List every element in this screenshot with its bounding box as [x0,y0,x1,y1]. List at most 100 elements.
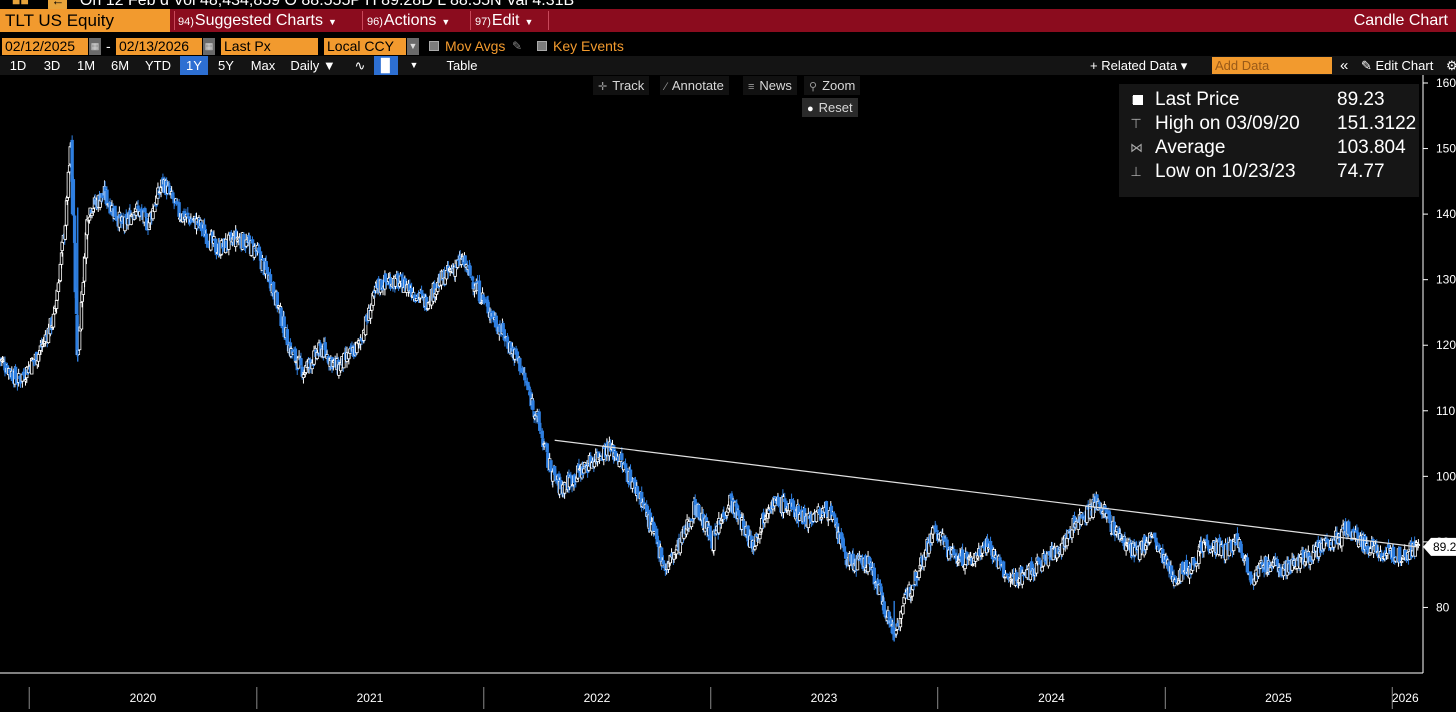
last-price-label: 89.23 [1433,540,1456,554]
candle-body [758,533,762,540]
candle-body [470,276,475,281]
x-tick-label: 2020 [130,691,157,705]
high-marker-icon: ⊤ [1130,116,1142,131]
candle-body [51,313,56,328]
security-field[interactable]: TLT US Equity [0,9,170,32]
currency-select[interactable]: Local CCY [324,38,406,55]
price-chart[interactable]: 8090100110120130140150160 20202021202220… [0,75,1456,712]
candle-body [540,430,544,439]
range-6m-button[interactable]: 6M [110,58,130,73]
suggested-charts-menu[interactable]: 94)Suggested Charts ▼ [178,9,337,32]
status-text: On 12 Feb d Vol 48,434,859 O 88.555P H 8… [79,0,575,9]
related-data-menu[interactable]: + Related Data ▾ [1090,58,1188,73]
candle-body [56,282,61,293]
candle-body [275,292,280,309]
range-1d-button[interactable]: 1D [9,58,27,73]
candle-body [136,205,140,210]
legend-label: High on 03/09/20 [1155,113,1300,134]
mov-avgs-checkbox[interactable] [429,41,439,51]
range-1y-button[interactable]: 1Y [180,56,208,75]
candle-body [753,546,757,550]
range-max-button[interactable]: Max [250,58,276,73]
candle-body [79,302,84,330]
menu-label: Edit [491,12,520,29]
key-events-checkbox[interactable] [537,41,547,51]
candle-body [1368,552,1372,556]
range-ytd-button[interactable]: YTD [145,58,171,73]
news-icon: ≡ [748,81,755,93]
chart-style-dropdown-icon[interactable]: ▼ [409,60,419,70]
candle-body [285,329,289,346]
calendar-icon[interactable]: ▦ [89,38,101,55]
start-date-field[interactable]: 02/12/2025 [2,38,88,55]
y-axis: 8090100110120130140150160 [1422,75,1456,673]
range-3d-button[interactable]: 3D [43,58,61,73]
candle-body [1108,514,1112,524]
candle-body [1399,561,1404,563]
end-date-field[interactable]: 02/13/2026 [116,38,202,55]
candle-body [776,496,781,507]
candle-body [746,525,750,542]
menu-number: 94) [178,16,194,28]
candle-body [63,225,67,240]
status-tag: ← [48,0,68,9]
annotate-button[interactable]: ∕ Annotate [660,76,729,95]
candle-body [81,282,86,295]
candle-body [64,200,69,226]
candle-body [651,521,656,532]
actions-menu[interactable]: 96)Actions ▼ [367,9,450,32]
candle-body [819,516,824,520]
candle-body [1040,566,1044,572]
chart-area[interactable]: 8090100110120130140150160 20202021202220… [0,75,1456,712]
pencil-icon[interactable]: ✎ [512,39,523,53]
collapse-icon[interactable]: « [1340,57,1349,74]
candle-body [134,211,138,216]
candle-body [413,294,417,299]
candle-body [724,516,728,519]
candle-body [82,256,87,282]
candle-body [481,294,485,300]
candle-body [935,530,939,532]
candle-body [1005,573,1010,576]
x-tick-label: 2021 [357,691,384,705]
candle-body [1184,559,1189,575]
candle-body [228,232,233,235]
chart-type-label: Candle Chart [1353,12,1448,29]
candle-body [945,539,949,548]
candle-body [1245,557,1250,573]
edit-chart-button[interactable]: ✎ Edit Chart [1361,58,1434,73]
gear-icon[interactable]: ⚙ [1446,58,1456,73]
legend-value: 103.804 [1337,137,1406,158]
trendline[interactable] [554,439,1420,548]
zoom-label: Zoom [822,78,856,93]
candle-chart-icon[interactable]: ▉ [374,56,398,75]
line-chart-icon[interactable]: ∿ [354,58,366,73]
candle-body [901,605,905,615]
frequency-select[interactable]: Daily ▼ [290,58,336,73]
legend-label: Low on 10/23/23 [1155,161,1296,182]
x-tick-label: 2026 [1392,691,1419,705]
price-field-select[interactable]: Last Px [221,38,318,55]
dropdown-icon[interactable]: ▼ [407,38,419,55]
candle-body [167,185,171,188]
range-5y-button[interactable]: 5Y [218,58,234,73]
track-button[interactable]: ✛ Track [593,76,650,95]
reset-icon: ● [807,103,814,115]
candle-body [87,216,92,221]
table-button[interactable]: Table [446,58,478,73]
add-data-input[interactable] [1212,57,1332,74]
legend-label: Average [1155,137,1226,158]
news-label: News [759,78,792,93]
candle-body [1153,532,1157,538]
news-button[interactable]: ≡ News [743,76,797,95]
reset-button[interactable]: ● Reset [802,98,858,117]
edit-menu[interactable]: 97)Edit ▼ [475,9,533,32]
candle-body [1416,544,1421,546]
calendar-icon[interactable]: ▦ [203,38,215,55]
divider [470,11,471,30]
y-tick-label: 110 [1436,404,1455,418]
zoom-button[interactable]: ⚲ Zoom [804,76,861,95]
candle-body [630,481,635,489]
range-1m-button[interactable]: 1M [76,58,96,73]
legend-label: Last Price [1155,89,1240,110]
